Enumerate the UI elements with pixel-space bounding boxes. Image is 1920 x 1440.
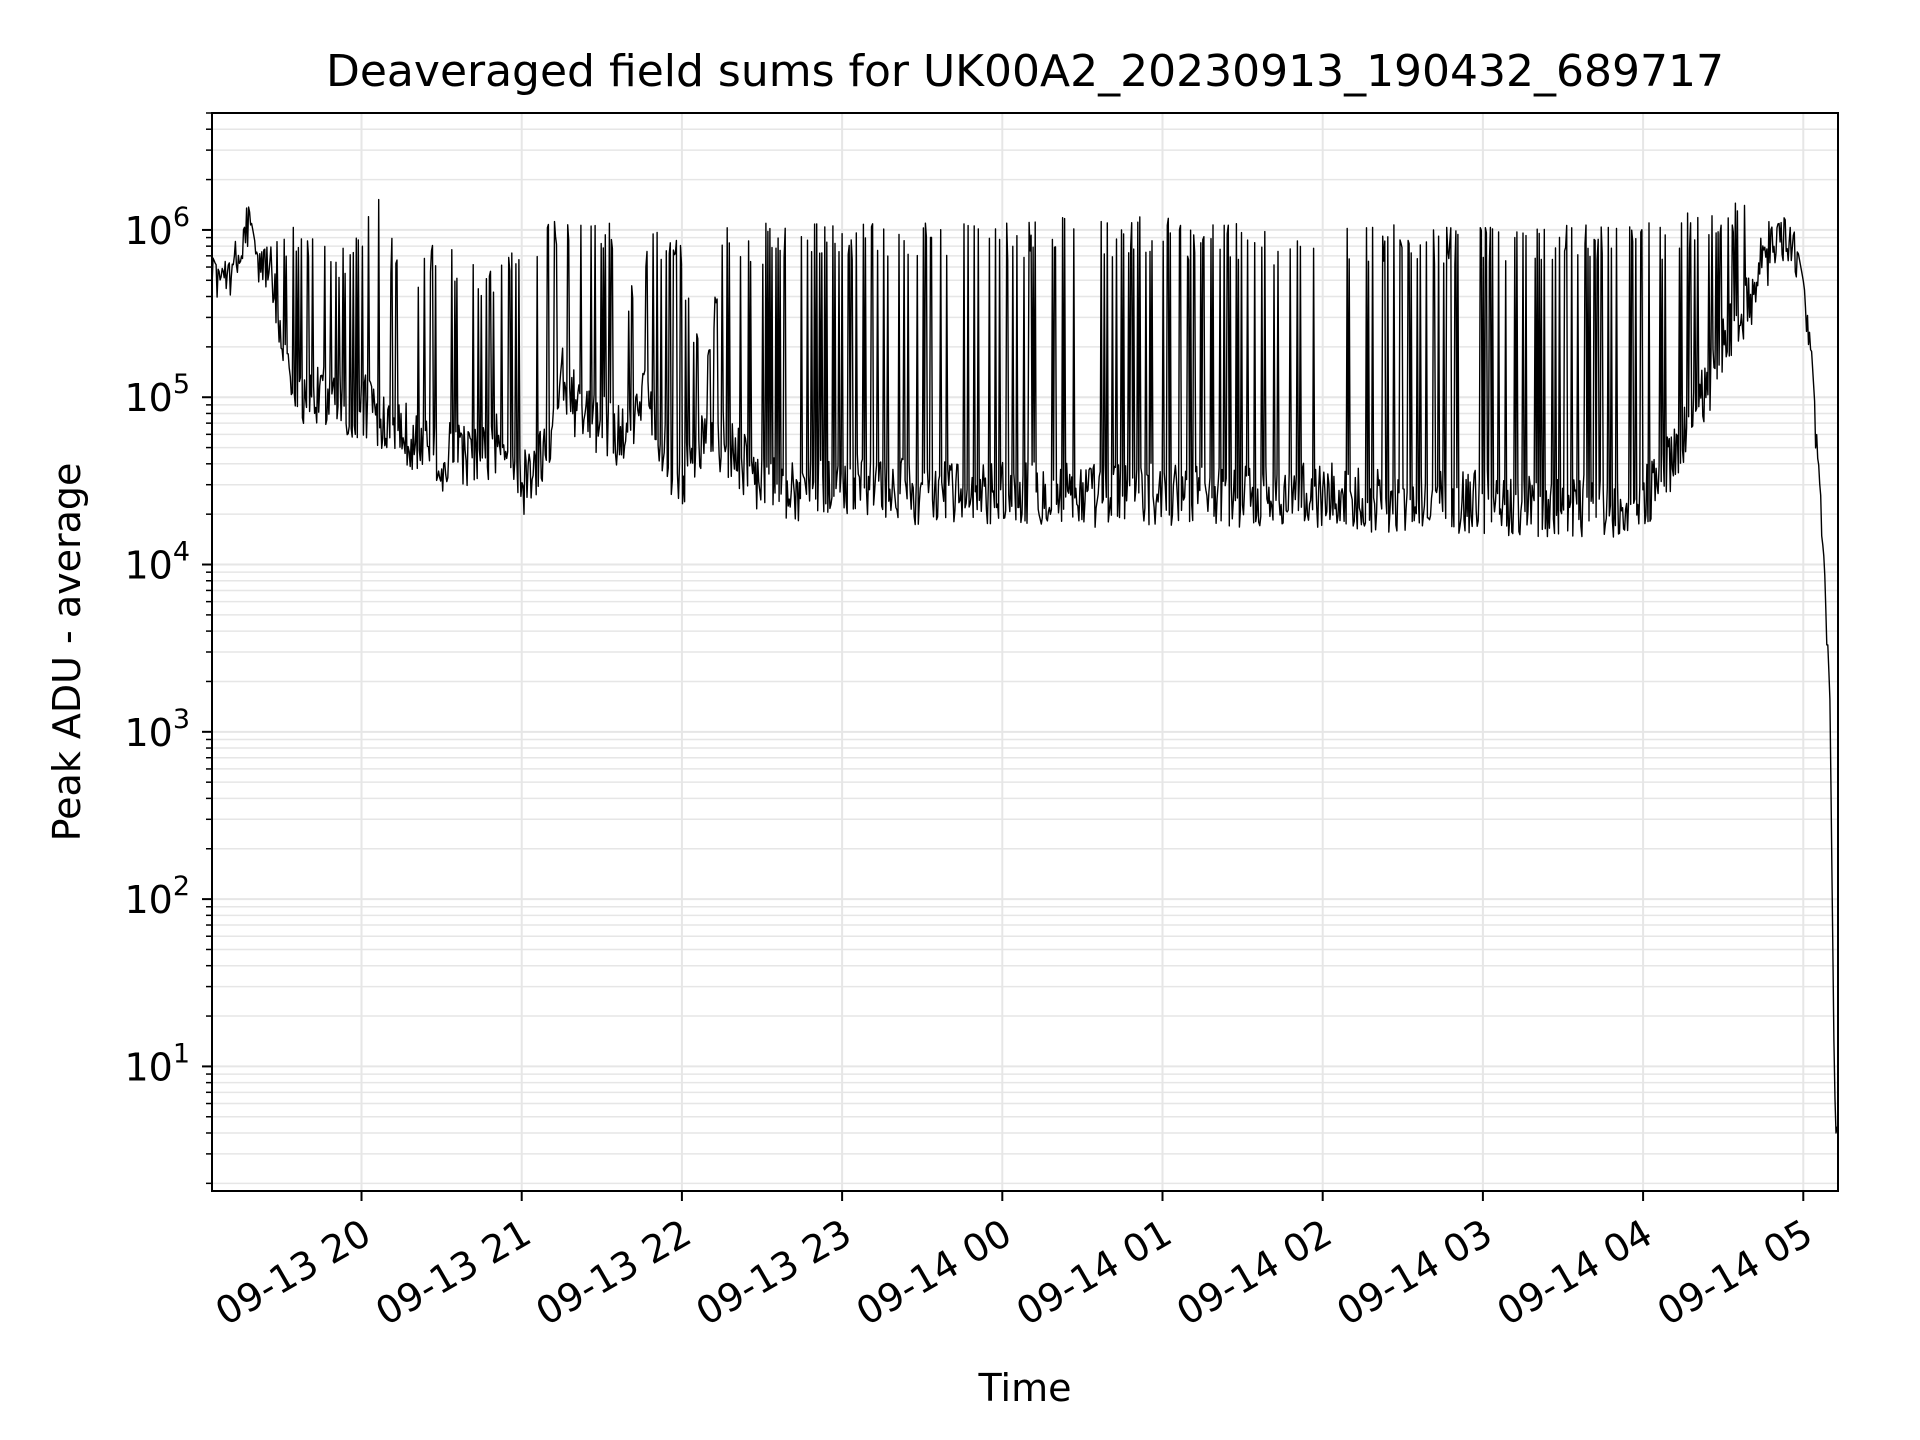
y-tick-exponent: 2 xyxy=(173,871,190,902)
y-tick-exponent: 5 xyxy=(173,369,190,400)
y-tick-exponent: 4 xyxy=(173,537,190,568)
y-tick-base: 10 xyxy=(124,711,172,755)
y-tick-label: 104 xyxy=(124,537,190,588)
y-tick-base: 10 xyxy=(124,1045,172,1089)
chart-title: Deaveraged field sums for UK00A2_2023091… xyxy=(326,46,1724,97)
x-axis-label: Time xyxy=(978,1366,1072,1410)
y-tick-base: 10 xyxy=(124,209,172,253)
y-tick-exponent: 3 xyxy=(173,704,190,735)
y-tick-exponent: 1 xyxy=(173,1038,190,1069)
y-tick-base: 10 xyxy=(124,878,172,922)
y-tick-label: 102 xyxy=(124,871,190,922)
y-tick-label: 105 xyxy=(124,369,190,420)
y-tick-exponent: 6 xyxy=(173,202,190,233)
y-axis-label: Peak ADU - average xyxy=(45,463,89,842)
series-layer xyxy=(211,198,1839,1134)
series-line xyxy=(211,198,1839,1134)
y-tick-base: 10 xyxy=(124,544,172,588)
y-tick-base: 10 xyxy=(124,376,172,420)
y-tick-label: 106 xyxy=(124,202,190,253)
y-tick-label: 101 xyxy=(124,1038,190,1089)
y-tick-label: 103 xyxy=(124,704,190,755)
